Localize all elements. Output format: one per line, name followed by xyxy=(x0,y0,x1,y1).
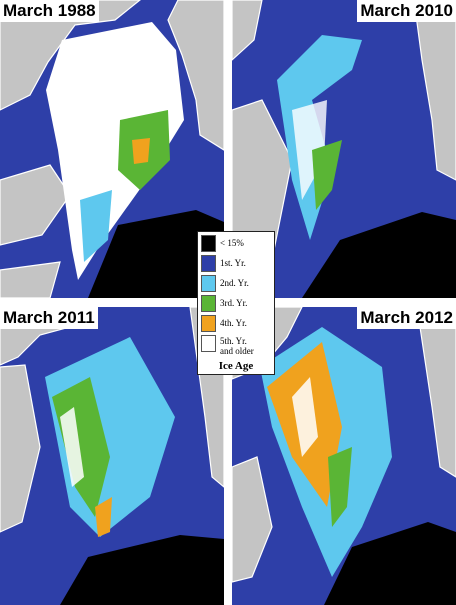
legend-label: 5th. Yr. and older xyxy=(220,336,254,356)
open-water-region xyxy=(302,212,456,298)
open-water-region xyxy=(88,210,224,298)
open-water-region xyxy=(60,535,224,605)
panel-title: March 2012 xyxy=(357,307,456,329)
legend-swatch xyxy=(201,255,216,272)
ice-region-3yr xyxy=(52,377,110,517)
legend-label: < 15% xyxy=(220,238,244,248)
ice-map-2010 xyxy=(232,0,456,298)
panel-title: March 2010 xyxy=(357,0,456,22)
legend-label-line2: and older xyxy=(220,346,254,356)
legend-swatch xyxy=(201,235,216,252)
ice-region-4yr xyxy=(95,497,112,537)
legend-swatch xyxy=(201,335,216,352)
ice-region-5yr xyxy=(292,100,327,200)
legend-item: 5th. Yr. and older xyxy=(201,335,273,357)
land-greenland xyxy=(0,164,71,246)
legend-swatch xyxy=(201,315,216,332)
land-scandinavia-edge xyxy=(0,261,61,298)
land-greenland xyxy=(232,456,273,583)
land-russia xyxy=(416,307,456,478)
legend-label-line1: 5th. Yr. xyxy=(220,336,247,346)
legend-label: 4th. Yr. xyxy=(220,318,247,328)
legend-label: 2nd. Yr. xyxy=(220,278,249,288)
ice-region-2yr xyxy=(80,190,112,262)
legend-title: Ice Age xyxy=(218,360,254,372)
open-water-region xyxy=(324,522,456,605)
legend-swatch xyxy=(201,275,216,292)
ice-region-5yr xyxy=(46,22,184,280)
land-greenland xyxy=(232,99,293,271)
land-russia xyxy=(413,0,456,181)
ice-map-2011 xyxy=(0,307,224,605)
legend-label: 1st. Yr. xyxy=(220,258,246,268)
ice-region-4yr xyxy=(132,138,150,164)
legend-item: 4th. Yr. xyxy=(201,315,273,333)
ice-region-5yr xyxy=(60,407,84,487)
panel-title: March 2011 xyxy=(0,307,98,329)
map-panel-1988: March 1988 xyxy=(0,0,224,298)
ice-age-legend: < 15% 1st. Yr. 2nd. Yr. 3rd. Yr. 4th. Yr… xyxy=(197,231,275,375)
legend-swatch xyxy=(201,295,216,312)
legend-label: 3rd. Yr. xyxy=(220,298,248,308)
panel-title: March 1988 xyxy=(0,0,99,22)
legend-item: 2nd. Yr. xyxy=(201,275,273,293)
legend-item: < 15% xyxy=(201,235,273,253)
ice-region-3yr xyxy=(328,447,352,527)
ice-region-5yr xyxy=(292,377,318,457)
legend-item: 3rd. Yr. xyxy=(201,295,273,313)
map-panel-2011: March 2011 xyxy=(0,307,224,605)
ice-map-1988 xyxy=(0,0,224,298)
land-north-america xyxy=(232,0,263,61)
land-russia xyxy=(167,0,224,151)
land-greenland xyxy=(0,364,41,533)
ice-region-3yr xyxy=(312,140,342,210)
legend-item: 1st. Yr. xyxy=(201,255,273,273)
